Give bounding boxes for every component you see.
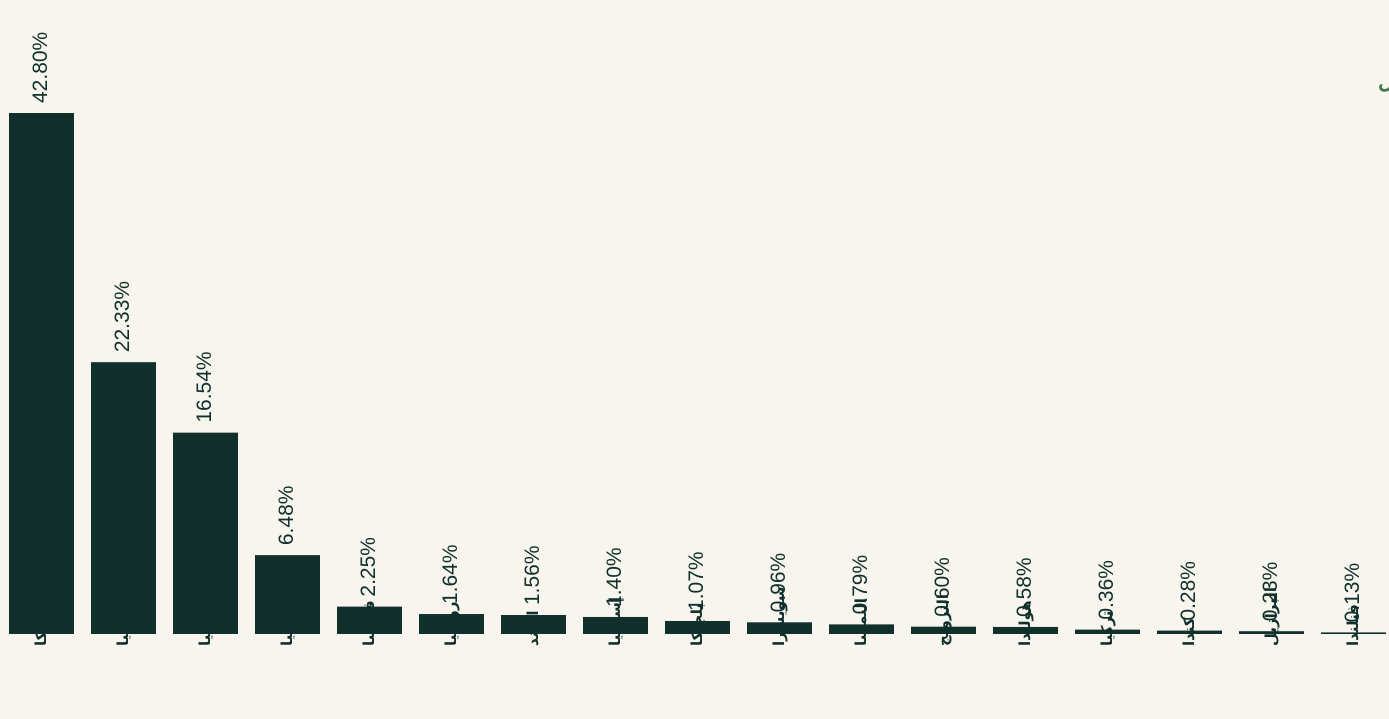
bar bbox=[419, 614, 484, 634]
x-tick-label: فنلندا bbox=[1344, 604, 1362, 646]
value-label: 22.33% bbox=[111, 281, 134, 352]
bar bbox=[829, 624, 894, 634]
bar bbox=[255, 555, 320, 634]
value-label: 0.36% bbox=[1095, 560, 1118, 620]
value-label: 0.23% bbox=[1259, 562, 1282, 622]
x-tick-label: البرازيل bbox=[1262, 587, 1280, 646]
bar bbox=[1321, 632, 1386, 634]
bar bbox=[173, 432, 238, 634]
bar bbox=[1075, 629, 1140, 634]
value-label: 2.25% bbox=[357, 537, 380, 597]
bar bbox=[1157, 630, 1222, 634]
value-label: 1.40% bbox=[603, 547, 626, 607]
x-tick-label: إسبانيا bbox=[606, 597, 624, 646]
value-label: 0.58% bbox=[1013, 557, 1036, 617]
value-label: 1.56% bbox=[521, 545, 544, 605]
value-label: 0.96% bbox=[767, 553, 790, 613]
x-tick-label: كندا bbox=[1180, 617, 1198, 646]
x-tick-label: أمريكا bbox=[31, 602, 50, 646]
x-tick-label: النمسا bbox=[852, 598, 870, 646]
value-label: 16.54% bbox=[193, 351, 216, 422]
x-tick-label: بريطانيا bbox=[278, 588, 296, 646]
bar bbox=[91, 362, 156, 634]
x-tick-label: بلجيكا bbox=[688, 603, 706, 646]
value-label: 1.64% bbox=[439, 544, 462, 604]
value-label: 1.07% bbox=[685, 551, 708, 611]
bar bbox=[665, 620, 730, 634]
x-tick-label: هولندا bbox=[1016, 601, 1034, 646]
x-tick-label: إيطاليا bbox=[196, 598, 214, 646]
bar bbox=[1239, 631, 1304, 634]
x-tick-label: تركيا bbox=[1098, 611, 1116, 646]
bar bbox=[993, 626, 1058, 634]
x-tick-label: سويسرا bbox=[770, 586, 788, 646]
value-label: 6.48% bbox=[275, 486, 298, 546]
x-tick-label: الهند bbox=[524, 611, 542, 646]
bar bbox=[911, 626, 976, 634]
value-label: 0.60% bbox=[931, 557, 954, 617]
value-label: 0.79% bbox=[849, 555, 872, 615]
x-tick-label: فرنسا bbox=[360, 600, 378, 646]
value-label: 0.13% bbox=[1341, 563, 1364, 623]
x-tick-label: روسيا bbox=[442, 602, 460, 646]
bar bbox=[583, 616, 648, 634]
bar bbox=[337, 606, 402, 634]
bar bbox=[501, 615, 566, 634]
chart-title: توزيع حسب الدول bbox=[1378, 68, 1389, 94]
bar bbox=[747, 622, 812, 634]
x-tick-label: النرويج bbox=[934, 594, 952, 646]
x-tick-label: ألمانيا bbox=[113, 602, 132, 646]
bar bbox=[9, 113, 74, 634]
value-label: 42.80% bbox=[29, 32, 52, 103]
value-label: 0.28% bbox=[1177, 561, 1200, 621]
